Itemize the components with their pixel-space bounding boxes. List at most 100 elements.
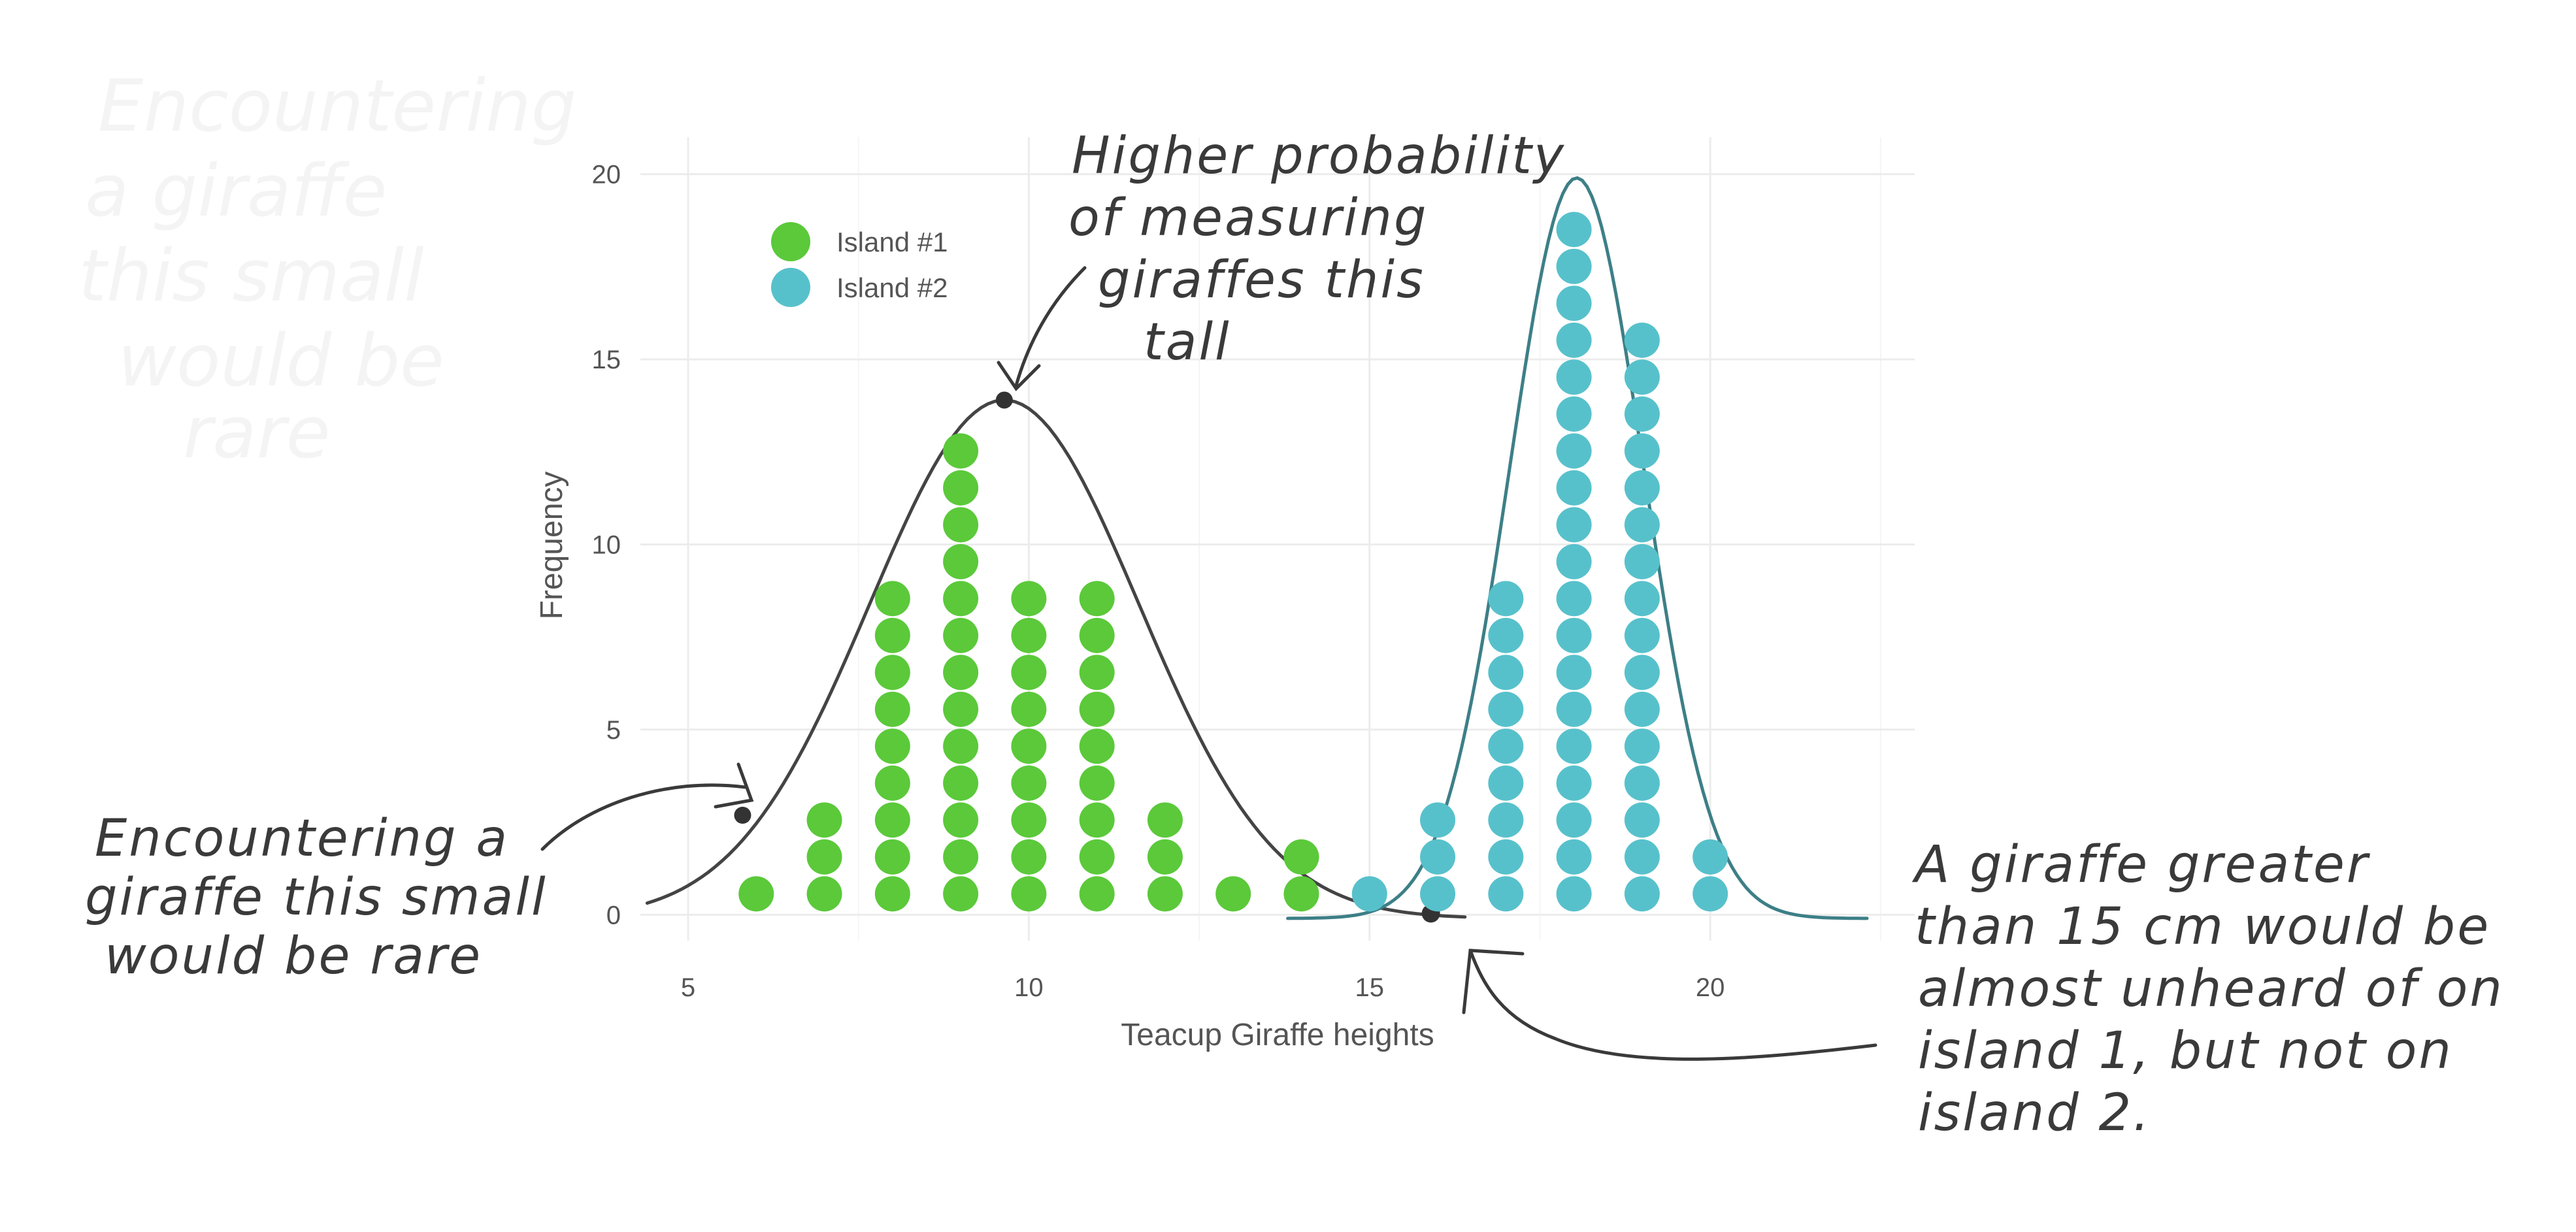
x-tick-label: 15 [1355, 973, 1385, 1002]
dot-island-1 [1079, 617, 1115, 653]
dot-island-2 [1624, 728, 1660, 764]
peak-marker [995, 391, 1013, 409]
dot-island-1 [943, 470, 979, 506]
dot-island-1 [943, 728, 979, 764]
dot-island-1 [1079, 802, 1115, 838]
annotation-2-line-2: giraffe this small [85, 868, 548, 927]
dot-island-2 [1556, 617, 1592, 653]
arrow-tail [1468, 948, 1877, 1061]
dot-island-2 [1488, 876, 1524, 912]
annotation-3-line-4: island 1, but not on [1918, 1022, 2453, 1080]
dot-island-2 [1556, 248, 1592, 284]
dot-island-1 [1011, 802, 1047, 838]
dot-island-1 [1011, 691, 1047, 727]
dot-island-2 [1624, 765, 1660, 801]
dot-island-2 [1556, 839, 1592, 875]
density-curves [645, 176, 1869, 923]
dot-island-1 [1147, 839, 1183, 875]
dot-island-1 [943, 581, 979, 617]
dot-island-2 [1556, 728, 1592, 764]
dot-island-2 [1556, 765, 1592, 801]
dot-island-1 [943, 433, 979, 469]
y-tick-label: 10 [592, 531, 621, 560]
annotation-1-line-2: of measuring [1068, 189, 1428, 248]
dot-island-2 [1693, 839, 1728, 875]
dot-island-1 [874, 728, 910, 764]
annotation-3-line-5: island 2. [1918, 1084, 2151, 1143]
dot-island-2 [1488, 802, 1524, 838]
dot-island-2 [1488, 728, 1524, 764]
dot-island-2 [1624, 507, 1660, 543]
dot-island-1 [1011, 655, 1047, 690]
dot-island-1 [943, 839, 979, 875]
dot-island-1 [874, 876, 910, 912]
dot-island-1 [1011, 728, 1047, 764]
dot-island-1 [943, 507, 979, 543]
annotation-1-line-1: Higher probability [1072, 127, 1566, 186]
svg-text:Encountering: Encountering [98, 64, 577, 148]
annotation-3-line-1: A giraffe greater [1911, 835, 2371, 894]
svg-text:a giraffe: a giraffe [85, 149, 387, 233]
small-marker [734, 807, 751, 824]
dot-island-2 [1624, 581, 1660, 617]
dot-island-1 [806, 802, 842, 838]
y-tick-label: 5 [606, 716, 621, 745]
legend-label-island-2: Island #2 [836, 272, 948, 303]
dot-island-2 [1556, 322, 1592, 358]
arrow-peak [1014, 266, 1087, 387]
dot-island-2 [1488, 765, 1524, 801]
dot-island-2 [1624, 543, 1660, 579]
annotation-3-line-3: almost unheard of on [1918, 960, 2504, 1018]
dot-island-1 [943, 655, 979, 690]
dot-island-2 [1693, 876, 1728, 912]
dot-island-1 [874, 581, 910, 617]
dot-island-1 [1079, 581, 1115, 617]
dot-island-2 [1556, 433, 1592, 469]
svg-text:this small: this small [78, 234, 424, 317]
arrow-small-head [714, 762, 754, 809]
dot-island-2 [1556, 285, 1592, 321]
x-tick-label: 5 [681, 973, 695, 1002]
y-tick-label: 20 [592, 161, 621, 189]
dot-island-1 [1147, 876, 1183, 912]
dot-island-1 [943, 617, 979, 653]
arrow-small [540, 783, 747, 851]
dot-island-2 [1624, 433, 1660, 469]
dot-island-2 [1420, 839, 1456, 875]
dot-island-1 [1283, 876, 1319, 912]
dot-island-2 [1488, 839, 1524, 875]
arrow-peak-head [997, 361, 1041, 391]
dot-island-2 [1624, 839, 1660, 875]
legend-swatch-island-2 [771, 268, 810, 307]
x-tick-label: 20 [1696, 973, 1725, 1002]
dot-island-2 [1556, 876, 1592, 912]
arrow-tail-head [1462, 948, 1525, 1014]
dot-island-1 [1079, 765, 1115, 801]
dot-island-1 [1147, 802, 1183, 838]
dot-island-1 [943, 876, 979, 912]
dot-island-1 [874, 839, 910, 875]
dot-island-1 [1011, 839, 1047, 875]
legend-label-island-1: Island #1 [836, 227, 948, 257]
dot-island-1 [1011, 617, 1047, 653]
dot-island-2 [1556, 543, 1592, 579]
dot-island-1 [874, 617, 910, 653]
dot-island-1 [874, 802, 910, 838]
svg-text:would be: would be [118, 319, 444, 402]
dot-island-1 [1079, 839, 1115, 875]
legend-swatch-island-1 [771, 222, 810, 261]
dot-island-2 [1556, 691, 1592, 727]
dot-island-2 [1556, 396, 1592, 432]
dot-island-1 [738, 876, 774, 912]
dot-island-2 [1488, 691, 1524, 727]
dot-island-1 [874, 765, 910, 801]
dot-island-1 [943, 765, 979, 801]
dot-island-2 [1556, 581, 1592, 617]
dot-island-2 [1624, 876, 1660, 912]
dot-island-2 [1556, 212, 1592, 248]
annotation-2-line-1: Encountering a [95, 809, 509, 868]
dot-island-1 [1011, 765, 1047, 801]
dot-island-1 [874, 655, 910, 690]
